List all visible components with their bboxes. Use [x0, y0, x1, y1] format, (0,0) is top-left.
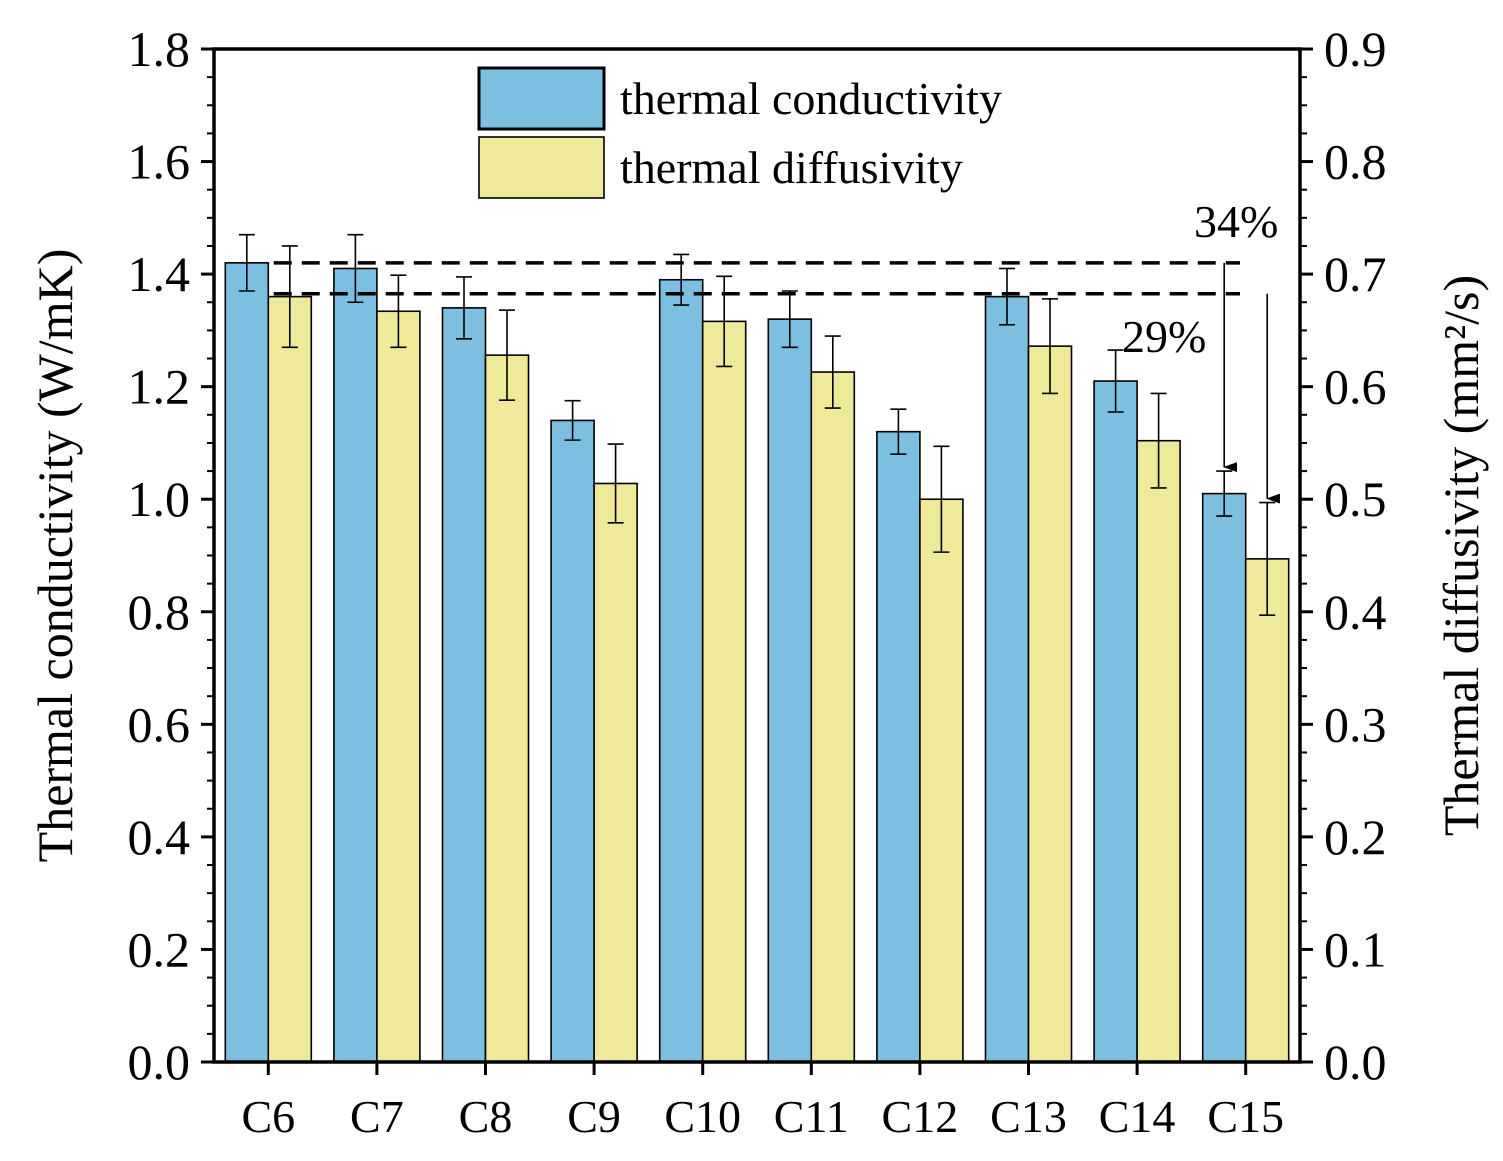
bar-thermal-conductivity-C13 [984, 295, 1030, 1063]
bar-thermal-diffusivity-C15 [1244, 558, 1290, 1063]
x-tick-label-C11: C11 [774, 1091, 849, 1142]
legend: thermal conductivity thermal diffusivity [477, 66, 1002, 199]
error-bar-thermal-diffusivity-C11 [824, 335, 841, 409]
x-tick-label-C6: C6 [241, 1091, 295, 1142]
y-left-tick-label: 0.2 [128, 921, 191, 977]
bar-thermal-conductivity-C8 [441, 307, 487, 1063]
error-bar-thermal-diffusivity-C9 [607, 443, 624, 524]
error-bar-thermal-diffusivity-C7 [390, 274, 407, 349]
y-left-tick-label: 1.4 [128, 246, 191, 302]
bar-thermal-conductivity-C9 [550, 419, 595, 1063]
bar-thermal-conductivity-C6 [224, 262, 270, 1063]
x-tick-label-C8: C8 [459, 1091, 513, 1142]
bar-thermal-diffusivity-C8 [484, 354, 530, 1063]
y-left-tick-label: 0.8 [128, 584, 191, 640]
y-right-tick-label: 0.2 [1324, 809, 1387, 865]
x-tick-label-C9: C9 [567, 1091, 621, 1142]
reference-lines [273, 261, 1281, 504]
y-left-tick-label: 1.0 [128, 471, 191, 527]
annotation-29-percent: 29% [1122, 311, 1206, 362]
bar-thermal-conductivity-C15 [1201, 492, 1247, 1063]
y-right-tick-label: 0.1 [1324, 921, 1387, 977]
annotations-layer: 34% 29% [1122, 196, 1278, 362]
error-bar-thermal-conductivity-C9 [564, 399, 581, 441]
axes-layer: 0.0 0.0 0.2 0.1 0.4 0.2 0.6 0.3 0.8 0.4 1.0 0.5 1.2 0… [128, 21, 1387, 1142]
y-axis-right-label: Thermal diffusivity (mm²/s) [1433, 275, 1489, 836]
error-bar-thermal-diffusivity-C8 [499, 309, 515, 401]
bar-thermal-diffusivity-C12 [919, 498, 964, 1063]
y-left-tick-label: 0.6 [128, 696, 191, 752]
bar-thermal-conductivity-C7 [333, 267, 378, 1063]
y-right-tick-label: 0.5 [1324, 471, 1387, 527]
y-right-tick-label: 0.0 [1324, 1034, 1387, 1090]
error-bar-thermal-conductivity-C13 [999, 267, 1015, 326]
bar-thermal-diffusivity-C9 [593, 482, 638, 1063]
x-tick-label-C12: C12 [882, 1091, 959, 1142]
bar-thermal-diffusivity-C10 [701, 320, 747, 1063]
error-bar-thermal-diffusivity-C12 [933, 445, 950, 553]
y-left-tick-label: 0.4 [128, 809, 191, 865]
y-right-tick-label: 0.4 [1324, 584, 1387, 640]
error-bar-thermal-conductivity-C7 [347, 233, 364, 304]
bars-layer [224, 233, 1290, 1063]
legend-swatch-thermal-diffusivity [478, 136, 605, 199]
legend-label-thermal-diffusivity: thermal diffusivity [620, 142, 963, 193]
error-bar-thermal-conductivity-C12 [890, 408, 907, 456]
error-bar-thermal-diffusivity-C13 [1042, 298, 1058, 395]
error-bar-thermal-conductivity-C6 [238, 233, 255, 292]
bar-thermal-diffusivity-C7 [376, 310, 421, 1063]
y-left-tick-label: 0.0 [128, 1034, 191, 1090]
legend-swatch-thermal-conductivity [477, 66, 606, 131]
bar-thermal-diffusivity-C6 [267, 295, 313, 1063]
bar-thermal-diffusivity-C13 [1027, 345, 1073, 1063]
y-left-tick-label: 1.6 [128, 134, 191, 190]
bar-thermal-conductivity-C14 [1093, 380, 1138, 1063]
error-bar-thermal-conductivity-C8 [456, 276, 472, 340]
x-tick-label-C14: C14 [1099, 1091, 1176, 1142]
y-right-tick-label: 0.6 [1324, 359, 1387, 415]
bar-thermal-conductivity-C11 [767, 318, 813, 1063]
error-bar-thermal-conductivity-C14 [1107, 349, 1124, 413]
x-tick-label-C7: C7 [350, 1091, 404, 1142]
annotation-34-percent: 34% [1194, 196, 1278, 247]
y-left-tick-label: 1.8 [128, 21, 191, 77]
error-bar-thermal-conductivity-C11 [781, 290, 798, 349]
x-tick-label-C13: C13 [990, 1091, 1067, 1142]
bar-thermal-conductivity-C10 [658, 278, 704, 1063]
error-bar-thermal-diffusivity-C10 [716, 275, 733, 368]
y-right-tick-label: 0.9 [1324, 21, 1387, 77]
bar-thermal-diffusivity-C14 [1136, 439, 1181, 1063]
bar-thermal-conductivity-C12 [876, 430, 921, 1063]
x-tick-label-C10: C10 [664, 1091, 741, 1142]
y-right-tick-label: 0.8 [1324, 134, 1387, 190]
y-axis-left-label: Thermal conductivity (W/mK) [27, 249, 83, 863]
bar-thermal-diffusivity-C11 [810, 371, 856, 1063]
y-left-tick-label: 1.2 [128, 359, 191, 415]
y-right-tick-label: 0.3 [1324, 696, 1387, 752]
y-right-tick-label: 0.7 [1324, 246, 1387, 302]
x-tick-label-C15: C15 [1207, 1091, 1284, 1142]
error-bar-thermal-diffusivity-C14 [1150, 392, 1167, 489]
legend-label-thermal-conductivity: thermal conductivity [620, 73, 1002, 124]
